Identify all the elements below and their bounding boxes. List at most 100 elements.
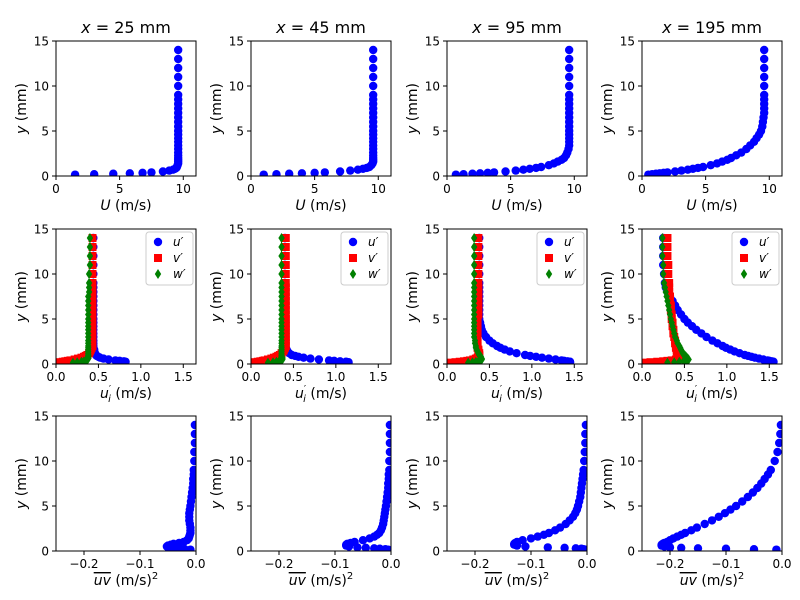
point-w <box>659 233 666 243</box>
point-v <box>281 301 290 310</box>
x-tick-label: 1.5 <box>565 370 584 384</box>
point-u <box>536 162 546 172</box>
y-tick-label: 0 <box>432 358 440 372</box>
legend-marker-u <box>544 237 554 247</box>
subplot-shear-4: −0.2 −0.1 0.0 0 5 10 15 y (mm) uv (m/s)2 <box>600 410 792 590</box>
point-u <box>759 54 769 64</box>
point-u <box>361 543 370 551</box>
subplot-rms-3: 0.0 0.5 1.0 1.5 0 5 10 15 y (mm) u′ i (m/s) u′ v′ w′ <box>405 223 588 405</box>
point-v <box>664 270 673 278</box>
x-tick-label: 5 <box>702 182 710 196</box>
subplot-mean-2: 0 5 10 0 5 10 15 y (mm) U (m/s) x = 45 mm <box>209 18 392 214</box>
legend-label-v: v′ <box>173 251 183 265</box>
x-tick-label: −0.1 <box>125 557 154 571</box>
prime: ′ <box>109 384 112 395</box>
y-tick-label: 0 <box>236 358 244 372</box>
legend: u′ v′ w′ <box>145 231 194 286</box>
y-tick-label: 10 <box>620 80 635 94</box>
legend-label-u: u′ <box>173 235 184 249</box>
legend-marker-v <box>349 254 357 262</box>
y-tick-label: 5 <box>627 313 635 327</box>
point-w <box>278 251 285 261</box>
x-tick-label: 0.5 <box>284 370 303 384</box>
y-tick-label: 10 <box>34 80 49 94</box>
legend-marker-v <box>545 254 553 262</box>
y-tick-label: 0 <box>41 358 49 372</box>
subplot-rms-1: 0.0 0.5 1.0 1.5 0 5 10 15 y (mm) u′ i (m/s) u′ v′ w′ <box>14 223 197 405</box>
point-w <box>86 233 94 243</box>
point-w <box>278 278 285 288</box>
point-u <box>324 356 334 364</box>
axes-frame <box>641 415 783 552</box>
x-tick-label: 5 <box>311 182 319 196</box>
x-tick-label: 1.0 <box>326 370 345 384</box>
x-tick-label: 0 <box>443 182 451 196</box>
point-v <box>88 283 97 292</box>
point-u <box>749 545 759 551</box>
y-axis-label: y (mm) <box>600 271 616 323</box>
legend: u′ v′ w′ <box>536 231 585 286</box>
point-u <box>468 169 477 176</box>
legend-label-v: v′ <box>564 251 574 265</box>
point-u <box>526 534 536 543</box>
y-tick-label: 5 <box>236 313 244 327</box>
axes-frame <box>446 228 588 365</box>
point-u <box>721 544 731 551</box>
x-axis-label: uv (m/s)2 <box>94 571 159 589</box>
point-v <box>665 279 674 287</box>
axes-frame <box>55 415 197 552</box>
x-axis-label: u′ i (m/s) <box>491 384 543 405</box>
point-u <box>759 45 769 55</box>
point-u <box>759 63 769 73</box>
point-u <box>520 350 530 360</box>
point-u <box>368 63 378 73</box>
point-u <box>776 429 782 439</box>
point-u <box>297 169 307 176</box>
legend-marker-u <box>153 237 163 247</box>
y-axis-label: y (mm) <box>405 458 421 510</box>
point-u <box>706 161 715 170</box>
point-u <box>320 168 330 176</box>
x-axis-label: U (m/s) <box>686 198 737 214</box>
point-u <box>544 354 554 363</box>
x-axis-label: uv (m/s)2 <box>485 571 550 589</box>
y-tick-label: 0 <box>627 170 635 184</box>
prime: ′ <box>500 384 503 395</box>
point-v <box>88 306 97 314</box>
point-u <box>663 168 672 176</box>
x-axis-label: uv (m/s)2 <box>289 571 354 589</box>
point-u <box>564 45 574 55</box>
legend: u′ v′ w′ <box>731 231 780 286</box>
y-tick-label: 15 <box>620 410 635 424</box>
point-v <box>281 243 290 251</box>
point-u <box>190 420 196 430</box>
y-tick-label: 0 <box>41 170 49 184</box>
point-v <box>66 356 75 364</box>
y-tick-label: 0 <box>236 170 244 184</box>
legend-box <box>145 231 194 286</box>
x-axis-label: u′ i (m/s) <box>295 384 347 405</box>
point-w <box>278 233 285 243</box>
subplot-shear-3: −0.2 −0.1 0.0 0 5 10 15 y (mm) uv (m/s)2 <box>405 410 597 590</box>
point-u <box>385 429 391 439</box>
point-u <box>385 465 391 475</box>
y-tick-label: 5 <box>432 313 440 327</box>
point-u <box>551 355 560 364</box>
point-w <box>664 296 671 306</box>
point-w <box>660 260 667 270</box>
data-points <box>510 420 587 551</box>
point-u <box>190 438 196 448</box>
y-tick-label: 5 <box>432 125 440 139</box>
y-axis-label: y (mm) <box>14 271 30 323</box>
point-u <box>385 456 391 466</box>
point-u <box>579 465 587 475</box>
y-axis-label: y (mm) <box>209 458 225 510</box>
legend-marker-v <box>154 254 162 262</box>
x-tick-label: 0.5 <box>675 370 694 384</box>
point-u <box>368 45 378 55</box>
point-u <box>759 81 769 91</box>
point-u <box>775 438 782 448</box>
axes-frame <box>55 40 197 177</box>
point-v <box>88 310 97 319</box>
point-u <box>368 72 378 82</box>
